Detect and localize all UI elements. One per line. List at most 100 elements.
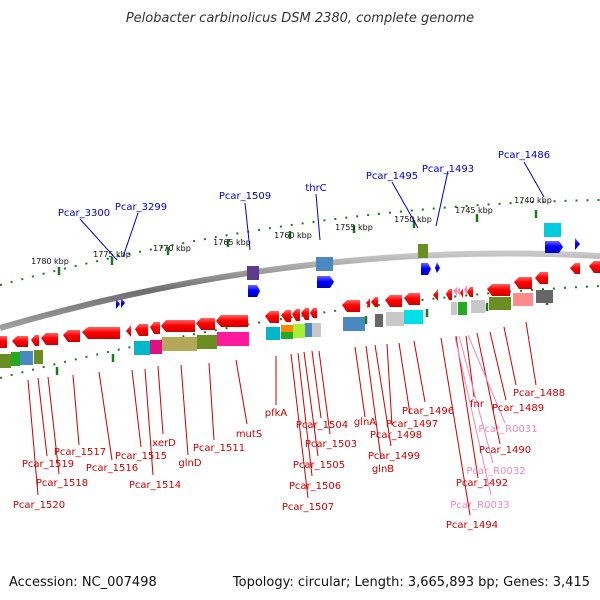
- gene-pcar-3299[interactable]: [121, 298, 125, 308]
- label-pcar-1492[interactable]: Pcar_1492: [456, 478, 508, 489]
- gene-pcar-1519[interactable]: [12, 336, 28, 347]
- label-pcar-1517[interactable]: Pcar_1517: [54, 447, 106, 458]
- label-pfka[interactable]: pfkA: [265, 408, 288, 419]
- label-pcar-1516[interactable]: Pcar_1516: [86, 463, 138, 474]
- gene-pcar-1507[interactable]: [281, 310, 291, 322]
- box-glnb: [375, 314, 383, 327]
- gene-pcar-1492[interactable]: [446, 289, 452, 300]
- label-xerd[interactable]: xerD: [152, 438, 176, 449]
- label-glnd[interactable]: glnD: [178, 458, 201, 469]
- label-pcar-1505[interactable]: Pcar_1505: [293, 460, 345, 471]
- label-pcar-1498[interactable]: Pcar_1498: [370, 430, 422, 441]
- gene-glnd[interactable]: [150, 322, 160, 334]
- label-pcar-1519[interactable]: Pcar_1519: [22, 459, 74, 470]
- gene-pcar-1516[interactable]: [63, 330, 80, 342]
- label-pcar-1503[interactable]: Pcar_1503: [305, 439, 357, 450]
- box-pcar-1517: [34, 350, 43, 364]
- gene-pcar-1490[interactable]: [467, 287, 473, 297]
- label-pcar-1506[interactable]: Pcar_1506: [289, 481, 341, 492]
- box-pcar-1520: [0, 354, 11, 368]
- box-pcar-1497: [404, 310, 423, 324]
- label-pcar-1520[interactable]: Pcar_1520: [13, 500, 65, 511]
- scale-label-1745: 1745 kbp: [455, 206, 493, 215]
- gene-pcar-1483[interactable]: [589, 261, 600, 273]
- label-pcar-r0031[interactable]: Pcar_R0031: [478, 424, 537, 435]
- gene-pcar-1514[interactable]: [135, 324, 148, 336]
- gene-pcar-1517[interactable]: [41, 333, 58, 345]
- scale-label-1780: 1780 kbp: [31, 257, 69, 266]
- label-glnb[interactable]: glnB: [372, 464, 394, 475]
- gene-pcar-1511[interactable]: [161, 320, 195, 332]
- gene-fnr[interactable]: [460, 288, 463, 298]
- gene-pcar-1499[interactable]: [371, 297, 378, 307]
- genome-title: Pelobacter carbinolicus DSM 2380, comple…: [126, 11, 474, 26]
- gene-pcar-1504[interactable]: [310, 308, 317, 318]
- label-pcar-1504[interactable]: Pcar_1504: [296, 420, 348, 431]
- label-pcar-1509[interactable]: Pcar_1509: [219, 191, 271, 202]
- label-pcar-3300[interactable]: Pcar_3300: [58, 208, 110, 219]
- gene-mutS-a[interactable]: [196, 318, 215, 330]
- gene-pcar-1494[interactable]: [433, 289, 438, 301]
- scale-label-1740: 1740 kbp: [514, 196, 552, 205]
- label-pcar-1490[interactable]: Pcar_1490: [479, 445, 531, 456]
- gene-thrc[interactable]: [317, 276, 334, 288]
- label-pcar-1489[interactable]: Pcar_1489: [492, 403, 544, 414]
- rna-pcar-r0033[interactable]: [464, 285, 467, 295]
- gene-xerd[interactable]: [126, 325, 131, 337]
- label-pcar-1495[interactable]: Pcar_1495: [366, 171, 418, 182]
- rna-pcar-r0031[interactable]: [453, 287, 457, 296]
- label-pcar-r0033[interactable]: Pcar_R0033: [450, 500, 509, 511]
- gene-pcar-1488[interactable]: [514, 277, 532, 289]
- label-pcar-1518[interactable]: Pcar_1518: [36, 478, 88, 489]
- label-pcar-1493[interactable]: Pcar_1493: [422, 164, 474, 175]
- gene-pcar-1518[interactable]: [31, 335, 39, 346]
- rna-pcar-r0032[interactable]: [457, 287, 460, 296]
- gene-mutS[interactable]: [216, 315, 248, 327]
- label-muts[interactable]: mutS: [236, 429, 262, 440]
- box-glnd: [150, 340, 162, 354]
- gene-pcar-1493[interactable]: [435, 262, 440, 273]
- gene-glnb[interactable]: [366, 298, 370, 308]
- gene-pcar-3300[interactable]: [116, 299, 120, 309]
- label-pcar-3299[interactable]: Pcar_3299: [115, 202, 167, 213]
- rna-leader-lines: [454, 334, 506, 496]
- gene-pcar-1505[interactable]: [301, 308, 309, 320]
- gene-pfka[interactable]: [265, 311, 279, 323]
- gene-pcar-1484[interactable]: [570, 263, 580, 274]
- box-pcar-1486: [544, 223, 561, 237]
- label-pcar-1499[interactable]: Pcar_1499: [368, 451, 420, 462]
- box-pcar-1495: [418, 244, 428, 258]
- gene-pcar-1509[interactable]: [248, 285, 260, 297]
- gene-pcar-1487[interactable]: [535, 272, 548, 284]
- label-pcar-1488[interactable]: Pcar_1488: [513, 388, 565, 399]
- label-pcar-1511[interactable]: Pcar_1511: [193, 443, 245, 454]
- gene-pcar-1489[interactable]: [487, 284, 510, 296]
- box-pcar-1504: [312, 323, 321, 337]
- label-thrc[interactable]: thrC: [305, 183, 326, 194]
- top-leader-lines: [79, 161, 545, 261]
- gene-pcar-1498[interactable]: [385, 295, 402, 307]
- gene-pcar-1520[interactable]: [0, 336, 7, 348]
- gene-pcar-1486[interactable]: [545, 241, 563, 253]
- label-pcar-1507[interactable]: Pcar_1507: [282, 502, 334, 513]
- label-pcar-1496[interactable]: Pcar_1496: [402, 406, 454, 417]
- box-pcar-1507: [281, 325, 293, 332]
- label-pcar-r0032[interactable]: Pcar_R0032: [466, 466, 525, 477]
- scale-label-1765: 1765 kbp: [213, 238, 251, 247]
- label-glna[interactable]: glnA: [354, 417, 376, 428]
- gene-pcar-1506[interactable]: [292, 309, 300, 321]
- label-pcar-1494[interactable]: Pcar_1494: [446, 520, 498, 531]
- forward-strand-genes: [116, 238, 580, 309]
- label-pcar-1497[interactable]: Pcar_1497: [386, 419, 438, 430]
- box-pfka: [266, 327, 280, 340]
- accession-text: Accession: NC_007498: [9, 575, 157, 590]
- label-fnr[interactable]: fnr: [470, 399, 485, 410]
- gene-glna[interactable]: [342, 300, 360, 312]
- gene-pcar-1515[interactable]: [82, 327, 120, 339]
- gene-pcar-1497[interactable]: [404, 293, 420, 305]
- label-pcar-1486[interactable]: Pcar_1486: [498, 150, 550, 161]
- gene-pcar-1485[interactable]: [575, 238, 580, 250]
- label-pcar-1515[interactable]: Pcar_1515: [115, 451, 167, 462]
- label-pcar-1514[interactable]: Pcar_1514: [129, 480, 181, 491]
- gene-pcar-1495[interactable]: [421, 263, 431, 275]
